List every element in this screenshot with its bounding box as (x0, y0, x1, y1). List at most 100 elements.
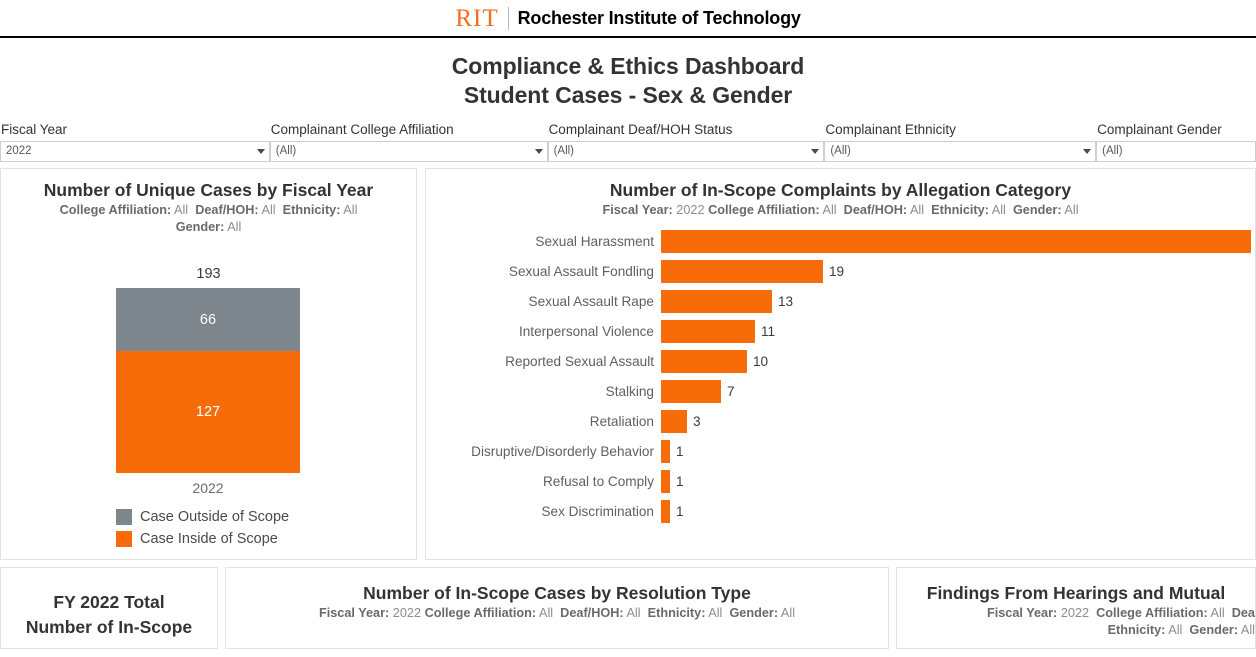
bar-track: 1 (661, 496, 1255, 526)
sub-label: Dea (1231, 606, 1255, 620)
bar-track: 1 (661, 436, 1255, 466)
filter-value: (All) (553, 145, 575, 157)
legend-item-outside-scope[interactable]: Case Outside of Scope (116, 506, 289, 528)
page-title-line1: Compliance & Ethics Dashboard (451, 53, 805, 79)
panel-title: Number of In-Scope Cases by Resolution T… (363, 583, 751, 603)
filter-college-affiliation: Complainant College Affiliation (All) (269, 122, 548, 162)
bar-fill[interactable] (661, 469, 670, 493)
bar-row: Sex Discrimination 1 (426, 496, 1255, 526)
panel-allegation-categories: Number of In-Scope Complaints by Allegat… (425, 168, 1256, 560)
filter-value: (All) (830, 145, 851, 157)
sub-label: Deaf/HOH: (195, 203, 259, 217)
filter-fiscal-year: Fiscal Year 2022 (0, 122, 270, 162)
chevron-down-icon (1083, 149, 1092, 154)
panel-kpi-total-in-scope: FY 2022 Total Number of In-Scope (0, 567, 218, 649)
bar-segment-inside-scope[interactable]: 127 (116, 351, 300, 473)
sub-label: Gender: (729, 606, 779, 620)
bar-row: Reported Sexual Assault 10 (426, 346, 1255, 376)
sub-value: All (1168, 623, 1183, 637)
horizontal-bar-chart: Sexual Harassment Sexual Assault Fondling… (426, 226, 1255, 559)
stacked-bar[interactable]: 66 127 (116, 288, 300, 473)
chevron-down-icon (256, 149, 265, 154)
sub-value: All (227, 220, 242, 234)
filter-label: Complainant Deaf/HOH Status (548, 122, 733, 137)
bar-row: Refusal to Comply 1 (426, 466, 1255, 496)
filter-ethnicity: Complainant Ethnicity (All) (824, 122, 1097, 162)
sub-label: Deaf/HOH: (560, 606, 624, 620)
panel-findings-hearings: Findings From Hearings and Mutual Fiscal… (896, 567, 1256, 649)
chevron-down-icon (534, 149, 543, 154)
filter-deaf-hoh-status: Complainant Deaf/HOH Status (All) (547, 122, 825, 162)
filter-dropdown-college-affiliation[interactable]: (All) (269, 141, 548, 162)
bar-value-label: 11 (761, 323, 776, 339)
bar-value-label: 1 (676, 503, 684, 519)
filter-dropdown-ethnicity[interactable]: (All) (824, 141, 1097, 162)
sub-label: Ethnicity: (647, 606, 706, 620)
filter-label: Fiscal Year (1, 122, 68, 137)
bar-value-label: 13 (778, 293, 794, 309)
legend-label: Case Inside of Scope (140, 531, 278, 547)
page-title-line2: Student Cases - Sex & Gender (463, 82, 793, 108)
sub-label: Gender: (1189, 623, 1239, 637)
sub-label: College Affiliation: (59, 203, 172, 217)
sub-label: Ethnicity: (931, 203, 989, 217)
bar-row: Sexual Harassment (426, 226, 1255, 256)
bar-row: Disruptive/Disorderly Behavior 1 (426, 436, 1255, 466)
rit-wordmark-icon: RIT (455, 4, 499, 32)
bar-track: 19 (661, 256, 1255, 286)
sub-value: All (780, 606, 796, 620)
bar-fill[interactable] (661, 379, 721, 403)
segment-value: 127 (195, 404, 221, 420)
filter-label: Complainant Ethnicity (825, 122, 956, 137)
panel-subtitle: Fiscal Year: 2022 College Affiliation: A… (897, 604, 1255, 639)
sub-label: Gender: (1012, 203, 1062, 217)
bar-category-label: Sexual Harassment (535, 233, 654, 249)
sub-label: Fiscal Year: (602, 203, 673, 217)
sub-value: All (1064, 203, 1079, 217)
sub-value: All (708, 606, 723, 620)
legend-swatch-gray (116, 509, 132, 525)
bar-row: Retaliation 3 (426, 406, 1255, 436)
bar-category-label: Sexual Assault Fondling (508, 263, 654, 279)
bar-fill[interactable] (661, 319, 755, 343)
sub-value: 2022 (676, 203, 705, 217)
filter-value: 2022 (6, 145, 32, 157)
bar-fill[interactable] (661, 349, 747, 373)
panel-subtitle: College Affiliation: All Deaf/HOH: All E… (1, 201, 416, 236)
filter-label: Complainant Gender (1097, 122, 1222, 137)
bar-category-label: Sexual Assault Rape (528, 293, 654, 309)
bar-fill[interactable] (661, 409, 687, 433)
sub-label: College Affiliation: (424, 606, 537, 620)
bar-value-label: 19 (829, 263, 845, 279)
sub-label: College Affiliation: (708, 203, 820, 217)
sub-label: Fiscal Year: (986, 606, 1058, 620)
bar-segment-outside-scope[interactable]: 66 (116, 288, 300, 351)
filter-gender: Complainant Gender (All) (1096, 122, 1256, 162)
legend-swatch-orange (116, 531, 132, 547)
filter-dropdown-fiscal-year[interactable]: 2022 (0, 141, 270, 162)
sub-label: Ethnicity: (1107, 623, 1166, 637)
bar-fill[interactable] (661, 289, 772, 313)
sub-value: All (991, 203, 1006, 217)
sub-value: All (626, 606, 641, 620)
bar-fill[interactable] (661, 499, 670, 523)
stacked-bar-chart: 193 66 127 2022 Case Outside of Scope Ca… (1, 248, 416, 547)
filter-dropdown-deaf-hoh-status[interactable]: (All) (547, 141, 825, 162)
filter-value: (All) (275, 145, 297, 157)
bar-category-label: Refusal to Comply (542, 473, 654, 489)
bar-category-label: Interpersonal Violence (518, 323, 654, 339)
bar-fill[interactable] (661, 439, 670, 463)
sub-value: All (174, 203, 189, 217)
bar-category-label: Retaliation (589, 413, 654, 429)
sub-value: All (1210, 606, 1225, 620)
segment-value: 66 (199, 311, 217, 328)
sub-value: All (343, 203, 358, 217)
filter-dropdown-gender[interactable]: (All) (1096, 141, 1256, 162)
legend-label: Case Outside of Scope (140, 509, 290, 525)
legend-item-inside-scope[interactable]: Case Inside of Scope (116, 528, 289, 550)
bar-fill[interactable] (661, 259, 823, 283)
bar-track: 3 (661, 406, 1255, 436)
bar-track (661, 226, 1255, 256)
bar-fill[interactable] (661, 229, 1251, 253)
bar-value-label: 10 (753, 353, 769, 369)
